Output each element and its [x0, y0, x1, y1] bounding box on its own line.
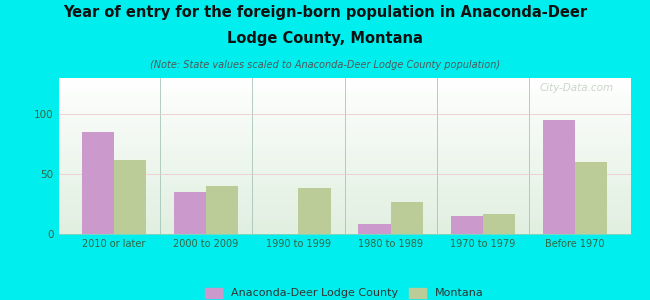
Bar — [114, 160, 146, 234]
Bar — [543, 120, 575, 234]
Bar — [174, 192, 206, 234]
Bar — [450, 216, 483, 234]
Text: City-Data.com: City-Data.com — [540, 83, 614, 93]
Bar — [81, 132, 114, 234]
Text: (Note: State values scaled to Anaconda-Deer Lodge County population): (Note: State values scaled to Anaconda-D… — [150, 60, 500, 70]
Bar — [483, 214, 515, 234]
Text: Lodge County, Montana: Lodge County, Montana — [227, 32, 423, 46]
Bar — [575, 162, 608, 234]
Bar — [391, 202, 423, 234]
Bar — [206, 186, 239, 234]
Text: Year of entry for the foreign-born population in Anaconda-Deer: Year of entry for the foreign-born popul… — [63, 4, 587, 20]
Bar — [358, 224, 391, 234]
Bar — [298, 188, 331, 234]
Legend: Anaconda-Deer Lodge County, Montana: Anaconda-Deer Lodge County, Montana — [201, 283, 488, 300]
